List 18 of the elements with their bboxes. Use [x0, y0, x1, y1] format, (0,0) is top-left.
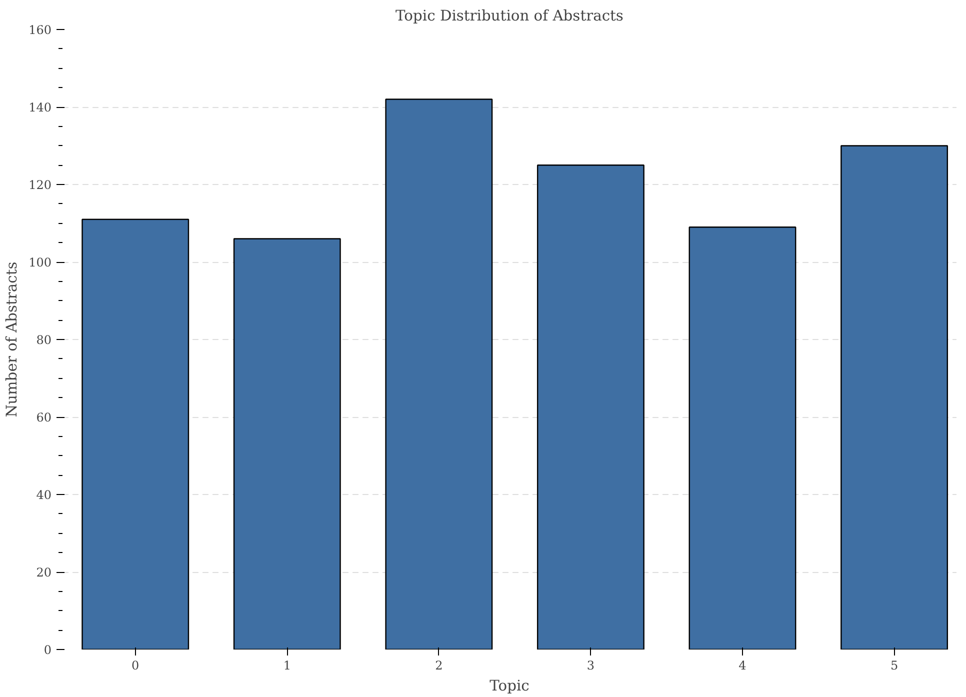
x-tick-label: 5	[890, 658, 898, 672]
x-tick-label: 2	[435, 658, 443, 672]
x-tick-label: 3	[586, 658, 595, 672]
x-tick-label: 0	[132, 658, 140, 672]
y-axis-title: Number of Abstracts	[4, 262, 21, 418]
y-tick-label: 60	[36, 410, 52, 424]
x-tick-label: 4	[738, 658, 747, 672]
y-tick-label: 100	[28, 256, 52, 270]
y-tick-label: 0	[44, 643, 52, 657]
y-tick-label: 160	[28, 23, 52, 37]
y-tick-label: 120	[28, 178, 52, 192]
y-tick-label: 140	[28, 100, 52, 114]
chart-title: Topic Distribution of Abstracts	[396, 8, 624, 24]
y-tick-label: 20	[36, 566, 52, 580]
y-tick-label: 40	[36, 488, 52, 502]
x-axis-title: Topic	[490, 678, 530, 694]
y-tick-label: 80	[36, 333, 52, 347]
x-tick-label: 1	[283, 658, 291, 672]
